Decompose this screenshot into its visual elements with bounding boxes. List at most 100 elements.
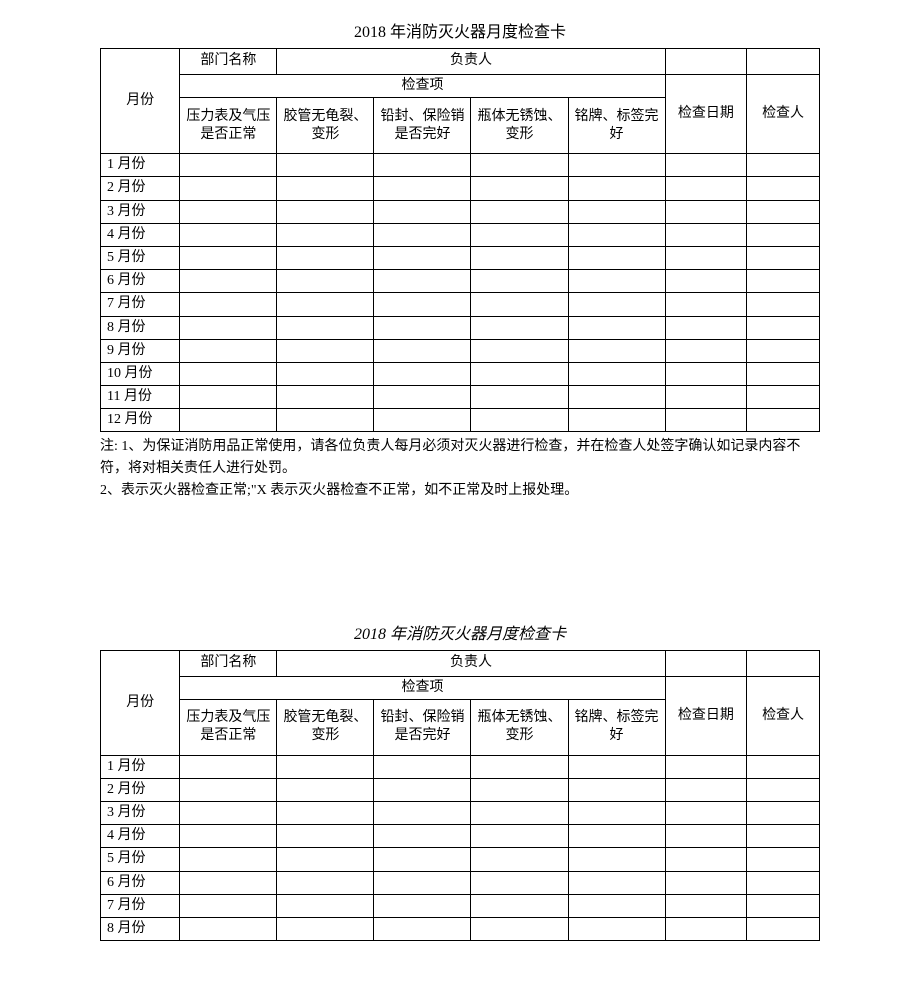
cell [471, 177, 568, 200]
cell [665, 848, 747, 871]
cell [180, 316, 277, 339]
notes-block: 注: 1、为保证消防用品正常使用，请各位负责人每月必须对灭火器进行检查，并在检查… [100, 436, 820, 501]
header-check-0: 压力表及气压是否正常 [180, 699, 277, 755]
cell [180, 825, 277, 848]
cell [277, 778, 374, 801]
header-check-3: 瓶体无锈蚀、变形 [471, 699, 568, 755]
cell [277, 848, 374, 871]
cell [471, 200, 568, 223]
cell [747, 755, 820, 778]
cell [747, 293, 820, 316]
cell [568, 246, 665, 269]
cell [277, 177, 374, 200]
table-row: 7 月份 [101, 293, 820, 316]
header-check-1: 胶管无龟裂、变形 [277, 699, 374, 755]
month-cell: 7 月份 [101, 894, 180, 917]
cell [568, 270, 665, 293]
cell [471, 825, 568, 848]
cell [471, 386, 568, 409]
cell [471, 316, 568, 339]
cell [180, 409, 277, 432]
cell [277, 316, 374, 339]
header-owner-value-2 [747, 49, 820, 75]
cell [374, 293, 471, 316]
cell [471, 755, 568, 778]
cell [374, 200, 471, 223]
table-row: 3 月份 [101, 200, 820, 223]
header-check-1: 胶管无龟裂、变形 [277, 98, 374, 154]
cell [374, 848, 471, 871]
cell [374, 362, 471, 385]
cell [747, 871, 820, 894]
cell [665, 316, 747, 339]
cell [665, 409, 747, 432]
cell [747, 316, 820, 339]
header-check-4: 铭牌、标签完好 [568, 98, 665, 154]
cell [747, 339, 820, 362]
cell [180, 200, 277, 223]
cell [180, 339, 277, 362]
header-inspector: 检查人 [747, 75, 820, 154]
cell [374, 339, 471, 362]
cell [747, 154, 820, 177]
cell [747, 386, 820, 409]
cell [568, 778, 665, 801]
table-row: 1 月份 [101, 154, 820, 177]
month-cell: 3 月份 [101, 802, 180, 825]
cell [277, 894, 374, 917]
cell [665, 270, 747, 293]
header-check-3: 瓶体无锈蚀、变形 [471, 98, 568, 154]
table-row: 3 月份 [101, 802, 820, 825]
header-check-2: 铅封、保险销是否完好 [374, 98, 471, 154]
cell [471, 409, 568, 432]
month-cell: 10 月份 [101, 362, 180, 385]
month-cell: 5 月份 [101, 246, 180, 269]
cell [568, 825, 665, 848]
header-check-date: 检查日期 [665, 676, 747, 755]
header-check-2: 铅封、保险销是否完好 [374, 699, 471, 755]
month-cell: 2 月份 [101, 177, 180, 200]
header-month: 月份 [101, 650, 180, 755]
cell [180, 755, 277, 778]
cell [471, 362, 568, 385]
cell [180, 246, 277, 269]
cell [277, 871, 374, 894]
cell [568, 316, 665, 339]
inspection-table-1: 月份 部门名称 负责人 检查项 检查日期 检查人 压力表及气压是否正常 胶管无龟… [100, 48, 820, 432]
header-owner-value [665, 49, 747, 75]
cell [180, 270, 277, 293]
cell [180, 918, 277, 941]
cell [180, 362, 277, 385]
month-cell: 4 月份 [101, 825, 180, 848]
cell [568, 802, 665, 825]
cell [568, 154, 665, 177]
month-cell: 5 月份 [101, 848, 180, 871]
cell [180, 778, 277, 801]
cell [374, 316, 471, 339]
cell [568, 755, 665, 778]
cell [665, 223, 747, 246]
cell [471, 894, 568, 917]
cell [665, 154, 747, 177]
cell [747, 246, 820, 269]
cell [374, 778, 471, 801]
cell [665, 894, 747, 917]
table-row: 4 月份 [101, 825, 820, 848]
cell [568, 362, 665, 385]
cell [471, 246, 568, 269]
header-check-0: 压力表及气压是否正常 [180, 98, 277, 154]
cell [471, 802, 568, 825]
note-line-2: 2、表示灭火器检查正常;"X 表示灭火器检查不正常，如不正常及时上报处理。 [100, 480, 820, 502]
cell [665, 293, 747, 316]
cell [180, 894, 277, 917]
cell [665, 339, 747, 362]
cell [180, 293, 277, 316]
table-row: 8 月份 [101, 316, 820, 339]
table-row: 10 月份 [101, 362, 820, 385]
header-owner-value [665, 650, 747, 676]
cell [568, 293, 665, 316]
table-row: 2 月份 [101, 778, 820, 801]
cell [374, 918, 471, 941]
month-cell: 3 月份 [101, 200, 180, 223]
cell [568, 386, 665, 409]
